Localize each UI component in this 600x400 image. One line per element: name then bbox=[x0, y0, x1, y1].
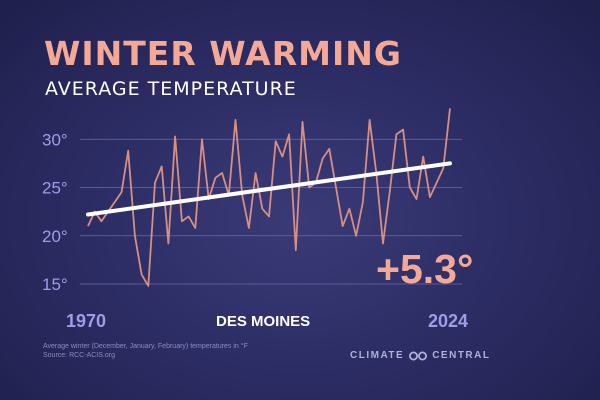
temperature-series-line bbox=[87, 108, 451, 287]
y-tick-label: 25° bbox=[42, 179, 68, 198]
y-tick-label: 30° bbox=[42, 130, 68, 149]
brand-logo: CLIMATE CENTRAL bbox=[350, 350, 490, 361]
trend-line bbox=[86, 161, 452, 217]
infinity-logo-icon bbox=[409, 351, 428, 360]
chart-title: WINTER WARMING bbox=[44, 34, 402, 73]
end-year-label: 2024 bbox=[428, 311, 469, 331]
y-axis-ticks: 15° 20° 25° 30° bbox=[42, 130, 68, 294]
brand-text-left: CLIMATE bbox=[350, 350, 405, 361]
brand-text-right: CENTRAL bbox=[432, 350, 491, 361]
gridlines bbox=[80, 138, 462, 285]
temperature-change-label: +5.3° bbox=[376, 246, 474, 292]
source-note: Source: RCC-ACIS.org bbox=[43, 352, 115, 359]
trend-layer bbox=[86, 161, 452, 217]
chart-subtitle: AVERAGE TEMPERATURE bbox=[45, 78, 297, 100]
series-layer bbox=[87, 108, 451, 287]
start-year-label: 1970 bbox=[66, 311, 107, 331]
footnote: Average winter (December, January, Febru… bbox=[43, 343, 248, 350]
y-tick-label: 20° bbox=[42, 227, 68, 246]
location-label: DES MOINES bbox=[216, 313, 311, 330]
y-tick-label: 15° bbox=[42, 275, 68, 294]
